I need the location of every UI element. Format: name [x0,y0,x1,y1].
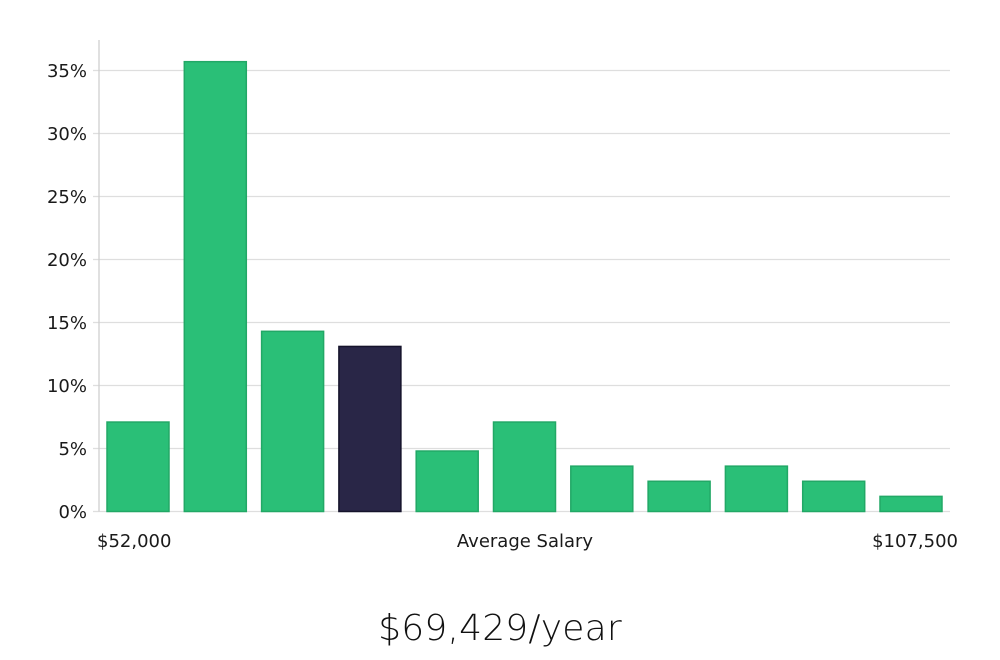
x-min-label: $52,000 [97,531,171,552]
average-salary-value: $69,429/year [378,608,622,649]
histogram-bar[interactable] [647,480,711,513]
histogram-bar[interactable] [183,60,248,513]
histogram-bar[interactable] [570,465,634,513]
y-tick-label: 15% [47,313,87,334]
y-tick-label: 5% [58,439,87,460]
histogram-bar[interactable] [801,480,866,513]
histogram-bar[interactable] [724,465,789,513]
histogram-bars [106,60,943,513]
histogram-bar[interactable] [260,330,325,513]
y-tick-label: 0% [58,502,87,523]
histogram-bar[interactable] [879,495,943,513]
y-tick-label: 35% [47,61,87,82]
y-tick-label: 20% [47,250,87,271]
y-tick-label: 10% [47,376,87,397]
histogram-bar[interactable] [492,421,557,513]
y-tick-label: 30% [47,124,87,145]
histogram-bar-highlighted[interactable] [338,345,402,513]
x-max-label: $107,500 [872,531,958,552]
histogram-bar[interactable] [106,421,170,513]
histogram-bar[interactable] [415,450,479,513]
y-tick-label: 25% [47,187,87,208]
x-axis-labels: $52,000 Average Salary $107,500 [97,531,958,552]
x-axis-title: Average Salary [457,531,594,552]
y-tick-labels: 0% 5% 10% 15% 20% 25% 30% 35% [47,61,87,523]
